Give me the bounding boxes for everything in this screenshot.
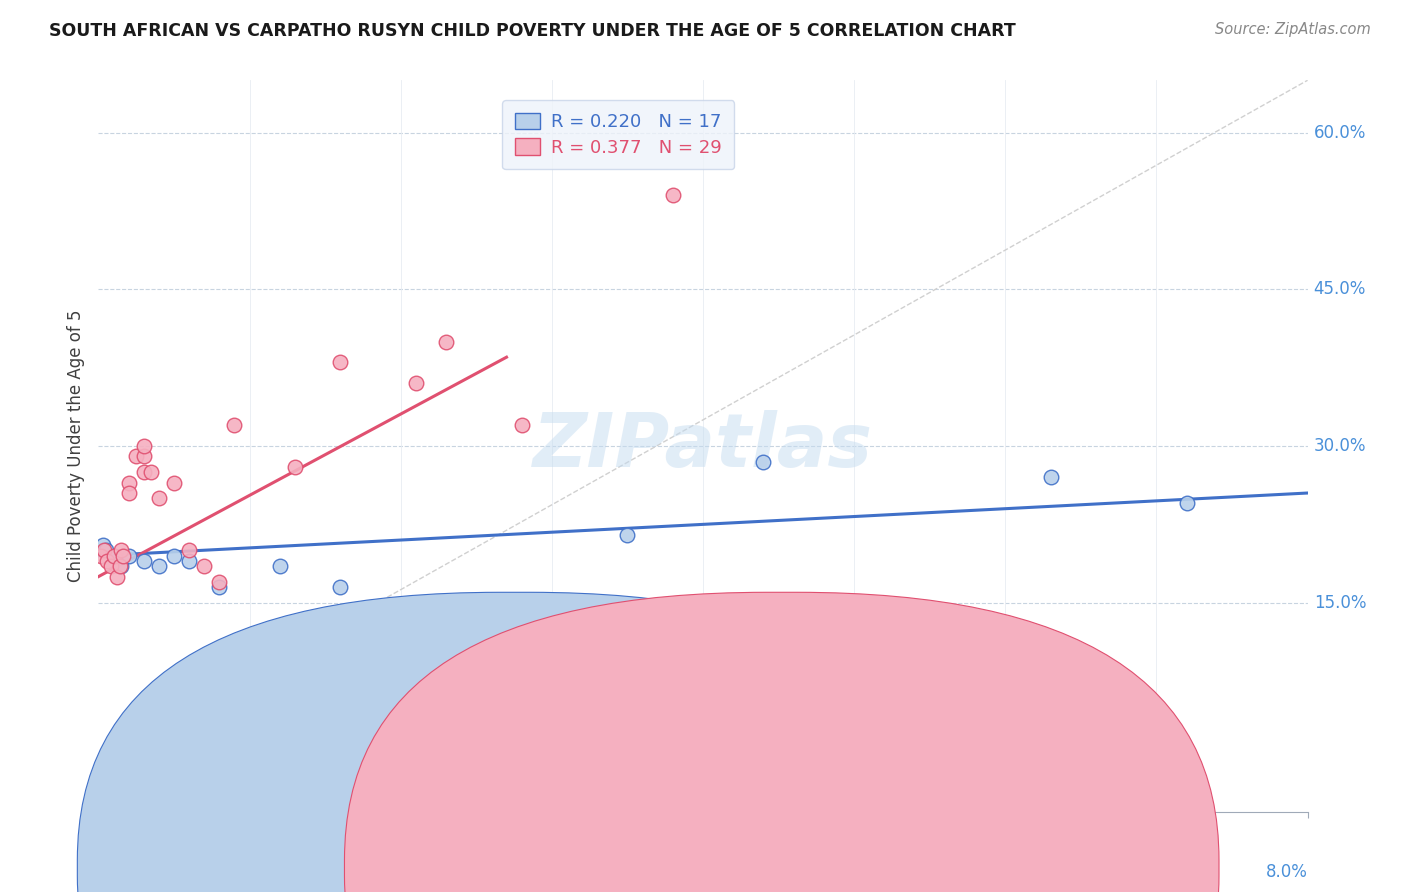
Point [163,475,186,490]
Point [148,559,170,574]
Point [105,569,128,583]
Text: Carpatho Rusyns: Carpatho Rusyns [773,852,914,870]
Point [132,450,155,464]
Point [103,549,125,563]
Point [284,459,307,474]
Legend: R = 0.220   N = 17, R = 0.377   N = 29: R = 0.220 N = 17, R = 0.377 N = 29 [502,100,734,169]
Point [108,559,131,574]
Point [405,596,427,610]
Point [110,543,132,558]
Point [405,376,427,391]
Text: SOUTH AFRICAN VS CARPATHO RUSYN CHILD POVERTY UNDER THE AGE OF 5 CORRELATION CHA: SOUTH AFRICAN VS CARPATHO RUSYN CHILD PO… [49,22,1017,40]
Point [661,188,683,202]
Point [269,559,291,574]
Point [118,486,141,500]
Point [616,528,638,542]
Point [510,418,533,433]
Point [96,554,118,568]
Text: 30.0%: 30.0% [1313,437,1367,455]
Point [141,465,163,479]
Point [132,465,155,479]
Point [329,355,352,369]
Point [224,418,246,433]
Point [148,491,170,506]
Point [179,554,201,568]
Point [752,455,775,469]
Point [179,543,201,558]
Point [434,334,457,349]
Point [329,580,352,594]
Text: 8.0%: 8.0% [1265,863,1308,881]
Text: South Africans: South Africans [530,852,651,870]
Point [208,580,231,594]
Point [163,549,186,563]
Point [1039,470,1062,484]
Point [125,450,148,464]
Text: 60.0%: 60.0% [1313,123,1367,142]
Text: 0.0%: 0.0% [98,863,141,881]
Point [90,549,112,563]
Point [103,549,125,563]
Point [208,574,231,589]
Point [110,559,132,574]
Point [100,559,122,574]
Point [193,559,215,574]
Point [132,439,155,453]
Point [91,538,114,552]
Point [692,690,714,704]
Y-axis label: Child Poverty Under the Age of 5: Child Poverty Under the Age of 5 [67,310,86,582]
Point [93,543,115,558]
Text: 15.0%: 15.0% [1313,594,1367,612]
Point [132,554,155,568]
Text: Source: ZipAtlas.com: Source: ZipAtlas.com [1215,22,1371,37]
Point [118,475,141,490]
Text: ZIPatlas: ZIPatlas [533,409,873,483]
Point [94,543,117,558]
Text: 45.0%: 45.0% [1313,280,1367,298]
Point [118,549,141,563]
Point [111,549,134,563]
Point [1175,496,1198,510]
